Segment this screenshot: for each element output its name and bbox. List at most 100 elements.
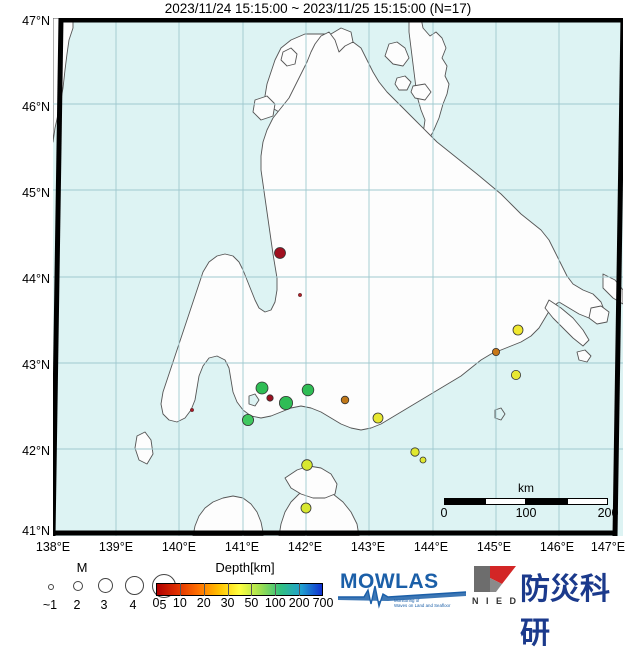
magnitude-label-4: 4 bbox=[129, 598, 137, 612]
depth-label: 0 bbox=[152, 596, 160, 610]
map-container[interactable] bbox=[53, 18, 623, 536]
scale-seg-3 bbox=[526, 498, 567, 505]
coastline-sakhalin-islet-a bbox=[394, 75, 412, 91]
epicenter-marker[interactable] bbox=[255, 381, 269, 395]
mowlas-tagline: Monitoring of Waves on Land and Seafloor bbox=[394, 598, 450, 609]
lon-label: 144°E bbox=[413, 540, 449, 554]
lat-label: 42°N bbox=[22, 444, 50, 458]
depth-label: 10 bbox=[172, 596, 187, 610]
nied-mark-red2 bbox=[492, 568, 512, 582]
lat-label: 47°N bbox=[22, 14, 50, 28]
lon-label: 142°E bbox=[287, 540, 323, 554]
magnitude-circle-2 bbox=[73, 581, 83, 591]
lon-label: 147°E bbox=[590, 540, 626, 554]
epicenter-marker[interactable] bbox=[491, 347, 500, 356]
lat-label: 46°N bbox=[22, 100, 50, 114]
coastline-sakhalin-islet-b bbox=[410, 83, 432, 101]
lon-label: 138°E bbox=[35, 540, 71, 554]
lat-label: 45°N bbox=[22, 186, 50, 200]
magnitude-label-1: ~1 bbox=[42, 598, 58, 612]
depth-label: 20 bbox=[196, 596, 211, 610]
mowlas-tagline-line2: Waves on Land and Seafloor bbox=[394, 603, 451, 609]
epicenter-marker[interactable] bbox=[274, 247, 286, 259]
epicenter-marker[interactable] bbox=[510, 369, 521, 380]
mowlas-wordmark: MOWLAS bbox=[340, 570, 439, 593]
graticule-grid bbox=[53, 18, 623, 536]
epicenter-marker[interactable] bbox=[419, 456, 427, 464]
epicenter-marker[interactable] bbox=[241, 413, 254, 426]
lon-label: 145°E bbox=[476, 540, 512, 554]
map-svg bbox=[53, 18, 623, 536]
nied-mark bbox=[474, 566, 516, 592]
epicenter-marker[interactable] bbox=[372, 412, 384, 424]
lake-toya bbox=[248, 393, 260, 407]
depth-tick bbox=[179, 583, 181, 596]
lon-label: 146°E bbox=[539, 540, 575, 554]
depth-legend-title: Depth[km] bbox=[215, 560, 275, 575]
mowlas-tagline-line1: Monitoring of bbox=[394, 598, 420, 603]
depth-label: 700 bbox=[312, 596, 334, 610]
epicenter-marker[interactable] bbox=[189, 408, 194, 413]
magnitude-legend-title: M bbox=[76, 560, 88, 575]
epicenter-markers[interactable] bbox=[189, 247, 524, 514]
epicenter-marker[interactable] bbox=[410, 447, 420, 457]
scale-tick-0: 0 bbox=[440, 506, 448, 520]
depth-label: 200 bbox=[288, 596, 310, 610]
epicenter-marker[interactable] bbox=[301, 459, 313, 471]
magnitude-label-2: 2 bbox=[73, 598, 81, 612]
depth-tick bbox=[203, 583, 205, 596]
epicenter-marker[interactable] bbox=[266, 394, 274, 402]
coastline-sakhalin-bay bbox=[384, 41, 410, 67]
epicenter-marker[interactable] bbox=[340, 395, 350, 405]
epicenter-marker[interactable] bbox=[512, 324, 524, 336]
scale-bar: km 0 100 200 bbox=[441, 481, 619, 520]
coastline-shikotan bbox=[588, 305, 610, 325]
nied-wordmark: N I E D bbox=[472, 596, 519, 606]
page-title: 2023/11/24 15:15:00 ~ 2023/11/25 15:15:0… bbox=[164, 1, 472, 16]
bosai-kaken-text: 防災科研 bbox=[520, 572, 610, 651]
depth-label: 100 bbox=[264, 596, 286, 610]
scale-bar-unit: km bbox=[518, 481, 534, 495]
scale-seg-2 bbox=[485, 498, 526, 505]
coastline-honshu bbox=[192, 495, 264, 536]
coastline-sakhalin bbox=[408, 18, 450, 143]
depth-colorbar bbox=[156, 583, 323, 596]
coastline-hokkaido bbox=[160, 31, 606, 431]
magnitude-circle-3 bbox=[98, 578, 113, 593]
nied-logo: N I E D 防災科研 bbox=[472, 562, 632, 651]
magnitude-label-5: 5 bbox=[159, 598, 167, 612]
mowlas-wave-fill bbox=[338, 586, 466, 606]
map-canvas[interactable] bbox=[53, 18, 623, 536]
lon-label: 140°E bbox=[161, 540, 197, 554]
depth-label: 30 bbox=[220, 596, 235, 610]
depth-tick bbox=[227, 583, 229, 596]
scale-tick-200: 200 bbox=[597, 506, 619, 520]
epicenter-marker[interactable] bbox=[278, 395, 293, 410]
epicenter-marker[interactable] bbox=[300, 502, 312, 514]
scale-seg-1 bbox=[444, 498, 485, 505]
lon-label: 141°E bbox=[224, 540, 260, 554]
depth-tick bbox=[251, 583, 253, 596]
depth-tick bbox=[299, 583, 301, 596]
scale-tick-100: 100 bbox=[515, 506, 537, 520]
magnitude-circle-1 bbox=[48, 584, 54, 590]
mowlas-logo-svg: MOWLAS bbox=[338, 570, 467, 609]
epicenter-marker[interactable] bbox=[301, 383, 315, 397]
depth-tick bbox=[275, 583, 277, 596]
epicenter-marker[interactable] bbox=[297, 293, 302, 298]
lat-label: 44°N bbox=[22, 272, 50, 286]
coastline-rishiri bbox=[252, 95, 276, 121]
magnitude-circle-4 bbox=[125, 576, 144, 595]
lon-label: 143°E bbox=[350, 540, 386, 554]
coastline-habomai bbox=[576, 349, 592, 363]
nied-mark-grey bbox=[474, 566, 490, 592]
lake-kussharo bbox=[494, 407, 506, 421]
mowlas-logo: MOWLAS Monitoring of Waves on Land and S… bbox=[338, 566, 468, 611]
coastline-okushiri bbox=[134, 431, 154, 465]
lat-label: 41°N bbox=[22, 524, 50, 538]
nied-mark-grey2 bbox=[490, 578, 502, 592]
coastline-rebun bbox=[280, 47, 298, 67]
lon-label: 139°E bbox=[98, 540, 134, 554]
scale-seg-4 bbox=[567, 498, 608, 505]
coastline-kunashiri bbox=[544, 299, 590, 347]
